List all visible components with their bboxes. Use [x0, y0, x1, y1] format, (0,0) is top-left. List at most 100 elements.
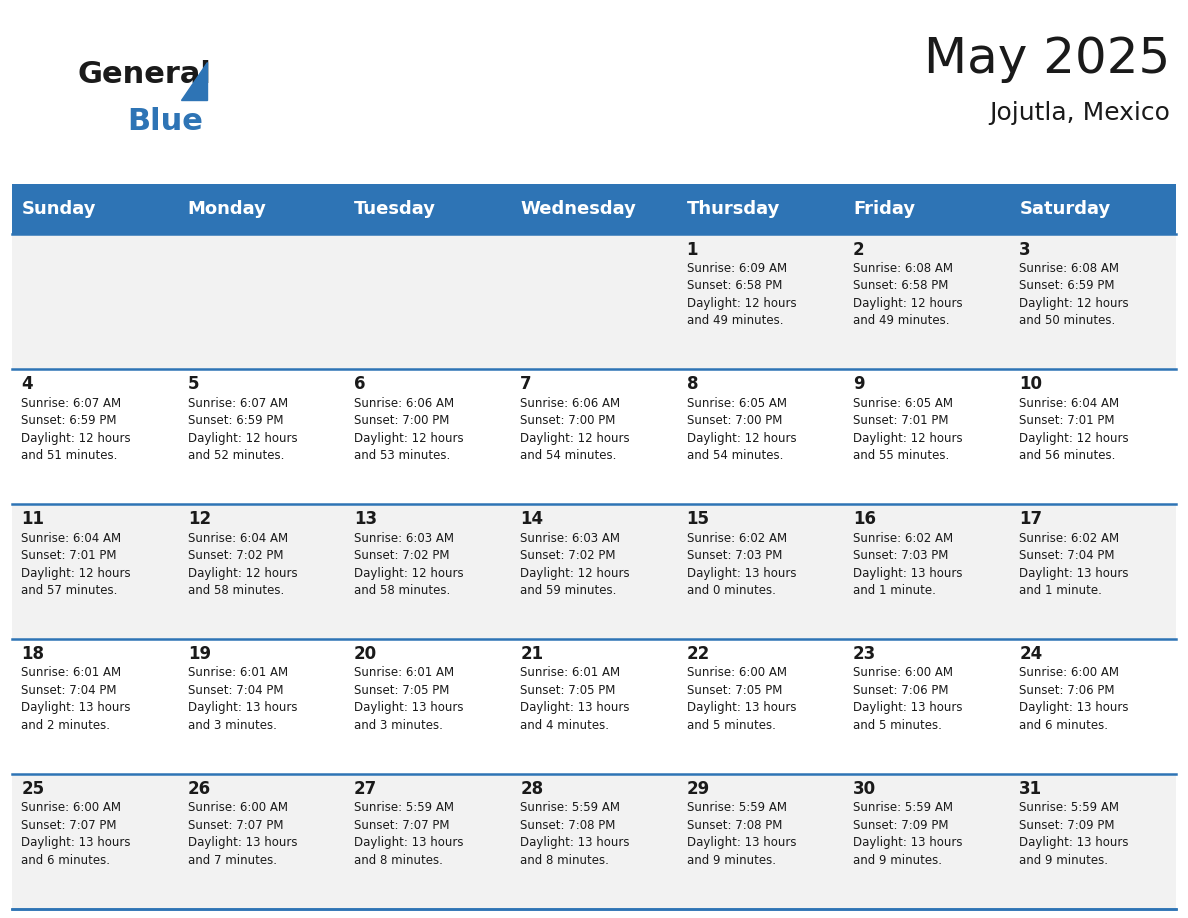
- Bar: [843, 639, 1010, 774]
- Bar: [677, 369, 843, 504]
- Bar: [843, 369, 1010, 504]
- Text: Sunrise: 6:05 AM
Sunset: 7:01 PM
Daylight: 12 hours
and 55 minutes.: Sunrise: 6:05 AM Sunset: 7:01 PM Dayligh…: [853, 397, 962, 462]
- Text: Sunrise: 6:02 AM
Sunset: 7:03 PM
Daylight: 13 hours
and 0 minutes.: Sunrise: 6:02 AM Sunset: 7:03 PM Dayligh…: [687, 532, 796, 597]
- Text: 22: 22: [687, 645, 710, 664]
- Text: 7: 7: [520, 375, 532, 394]
- Bar: [1010, 639, 1176, 774]
- Text: Sunrise: 6:06 AM
Sunset: 7:00 PM
Daylight: 12 hours
and 53 minutes.: Sunrise: 6:06 AM Sunset: 7:00 PM Dayligh…: [354, 397, 463, 462]
- Bar: [843, 774, 1010, 909]
- Text: 6: 6: [354, 375, 366, 394]
- Text: Sunday: Sunday: [21, 200, 96, 218]
- Text: Sunrise: 5:59 AM
Sunset: 7:08 PM
Daylight: 13 hours
and 9 minutes.: Sunrise: 5:59 AM Sunset: 7:08 PM Dayligh…: [687, 801, 796, 867]
- Text: 14: 14: [520, 510, 543, 529]
- Text: Sunrise: 6:08 AM
Sunset: 6:58 PM
Daylight: 12 hours
and 49 minutes.: Sunrise: 6:08 AM Sunset: 6:58 PM Dayligh…: [853, 262, 962, 327]
- Text: Sunrise: 6:00 AM
Sunset: 7:06 PM
Daylight: 13 hours
and 6 minutes.: Sunrise: 6:00 AM Sunset: 7:06 PM Dayligh…: [1019, 666, 1129, 732]
- Bar: [1010, 369, 1176, 504]
- Text: 5: 5: [188, 375, 200, 394]
- Text: Sunrise: 6:00 AM
Sunset: 7:07 PM
Daylight: 13 hours
and 6 minutes.: Sunrise: 6:00 AM Sunset: 7:07 PM Dayligh…: [21, 801, 131, 867]
- Bar: [1010, 234, 1176, 369]
- Text: 16: 16: [853, 510, 876, 529]
- Text: 13: 13: [354, 510, 377, 529]
- Text: Thursday: Thursday: [687, 200, 781, 218]
- Text: Sunrise: 5:59 AM
Sunset: 7:08 PM
Daylight: 13 hours
and 8 minutes.: Sunrise: 5:59 AM Sunset: 7:08 PM Dayligh…: [520, 801, 630, 867]
- Text: Saturday: Saturday: [1019, 200, 1111, 218]
- Bar: [511, 774, 677, 909]
- Bar: [1010, 184, 1176, 234]
- Bar: [12, 774, 178, 909]
- Bar: [843, 234, 1010, 369]
- Bar: [511, 639, 677, 774]
- Bar: [178, 639, 345, 774]
- Bar: [511, 369, 677, 504]
- Text: Tuesday: Tuesday: [354, 200, 436, 218]
- Bar: [12, 639, 178, 774]
- Text: 9: 9: [853, 375, 865, 394]
- Text: Sunrise: 6:04 AM
Sunset: 7:01 PM
Daylight: 12 hours
and 56 minutes.: Sunrise: 6:04 AM Sunset: 7:01 PM Dayligh…: [1019, 397, 1129, 462]
- Text: 21: 21: [520, 645, 543, 664]
- Text: Sunrise: 6:00 AM
Sunset: 7:05 PM
Daylight: 13 hours
and 5 minutes.: Sunrise: 6:00 AM Sunset: 7:05 PM Dayligh…: [687, 666, 796, 732]
- Bar: [511, 234, 677, 369]
- Text: 1: 1: [687, 241, 699, 259]
- Text: Sunrise: 5:59 AM
Sunset: 7:09 PM
Daylight: 13 hours
and 9 minutes.: Sunrise: 5:59 AM Sunset: 7:09 PM Dayligh…: [1019, 801, 1129, 867]
- Text: May 2025: May 2025: [924, 35, 1170, 83]
- Text: 11: 11: [21, 510, 44, 529]
- Bar: [345, 234, 511, 369]
- Text: 4: 4: [21, 375, 33, 394]
- Bar: [178, 504, 345, 639]
- Text: Sunrise: 6:03 AM
Sunset: 7:02 PM
Daylight: 12 hours
and 59 minutes.: Sunrise: 6:03 AM Sunset: 7:02 PM Dayligh…: [520, 532, 630, 597]
- Bar: [511, 184, 677, 234]
- Bar: [178, 184, 345, 234]
- Bar: [843, 504, 1010, 639]
- Text: 19: 19: [188, 645, 210, 664]
- Text: 3: 3: [1019, 241, 1031, 259]
- Bar: [1010, 774, 1176, 909]
- Bar: [12, 234, 178, 369]
- Text: 28: 28: [520, 780, 543, 799]
- Text: Sunrise: 6:04 AM
Sunset: 7:01 PM
Daylight: 12 hours
and 57 minutes.: Sunrise: 6:04 AM Sunset: 7:01 PM Dayligh…: [21, 532, 131, 597]
- Text: Sunrise: 6:05 AM
Sunset: 7:00 PM
Daylight: 12 hours
and 54 minutes.: Sunrise: 6:05 AM Sunset: 7:00 PM Dayligh…: [687, 397, 796, 462]
- Text: Sunrise: 6:04 AM
Sunset: 7:02 PM
Daylight: 12 hours
and 58 minutes.: Sunrise: 6:04 AM Sunset: 7:02 PM Dayligh…: [188, 532, 297, 597]
- Text: Sunrise: 6:01 AM
Sunset: 7:04 PM
Daylight: 13 hours
and 2 minutes.: Sunrise: 6:01 AM Sunset: 7:04 PM Dayligh…: [21, 666, 131, 732]
- Text: 18: 18: [21, 645, 44, 664]
- Text: 8: 8: [687, 375, 699, 394]
- Text: 29: 29: [687, 780, 710, 799]
- Bar: [345, 639, 511, 774]
- Bar: [12, 369, 178, 504]
- Text: Sunrise: 6:08 AM
Sunset: 6:59 PM
Daylight: 12 hours
and 50 minutes.: Sunrise: 6:08 AM Sunset: 6:59 PM Dayligh…: [1019, 262, 1129, 327]
- Text: Jojutla, Mexico: Jojutla, Mexico: [990, 101, 1170, 125]
- Bar: [178, 234, 345, 369]
- Bar: [1010, 504, 1176, 639]
- Text: 2: 2: [853, 241, 865, 259]
- Polygon shape: [181, 62, 207, 100]
- Text: 24: 24: [1019, 645, 1043, 664]
- Bar: [12, 184, 178, 234]
- Text: Sunrise: 6:07 AM
Sunset: 6:59 PM
Daylight: 12 hours
and 51 minutes.: Sunrise: 6:07 AM Sunset: 6:59 PM Dayligh…: [21, 397, 131, 462]
- Bar: [345, 369, 511, 504]
- Text: 17: 17: [1019, 510, 1042, 529]
- Text: Sunrise: 6:07 AM
Sunset: 6:59 PM
Daylight: 12 hours
and 52 minutes.: Sunrise: 6:07 AM Sunset: 6:59 PM Dayligh…: [188, 397, 297, 462]
- Text: 26: 26: [188, 780, 210, 799]
- Bar: [345, 504, 511, 639]
- Text: Sunrise: 6:01 AM
Sunset: 7:04 PM
Daylight: 13 hours
and 3 minutes.: Sunrise: 6:01 AM Sunset: 7:04 PM Dayligh…: [188, 666, 297, 732]
- Text: Sunrise: 6:00 AM
Sunset: 7:07 PM
Daylight: 13 hours
and 7 minutes.: Sunrise: 6:00 AM Sunset: 7:07 PM Dayligh…: [188, 801, 297, 867]
- Bar: [677, 774, 843, 909]
- Text: 23: 23: [853, 645, 877, 664]
- Text: Sunrise: 6:03 AM
Sunset: 7:02 PM
Daylight: 12 hours
and 58 minutes.: Sunrise: 6:03 AM Sunset: 7:02 PM Dayligh…: [354, 532, 463, 597]
- Text: Sunrise: 6:01 AM
Sunset: 7:05 PM
Daylight: 13 hours
and 4 minutes.: Sunrise: 6:01 AM Sunset: 7:05 PM Dayligh…: [520, 666, 630, 732]
- Text: Sunrise: 6:06 AM
Sunset: 7:00 PM
Daylight: 12 hours
and 54 minutes.: Sunrise: 6:06 AM Sunset: 7:00 PM Dayligh…: [520, 397, 630, 462]
- Text: 15: 15: [687, 510, 709, 529]
- Text: Sunrise: 6:01 AM
Sunset: 7:05 PM
Daylight: 13 hours
and 3 minutes.: Sunrise: 6:01 AM Sunset: 7:05 PM Dayligh…: [354, 666, 463, 732]
- Text: Blue: Blue: [127, 107, 203, 137]
- Text: Sunrise: 6:02 AM
Sunset: 7:03 PM
Daylight: 13 hours
and 1 minute.: Sunrise: 6:02 AM Sunset: 7:03 PM Dayligh…: [853, 532, 962, 597]
- Text: Friday: Friday: [853, 200, 915, 218]
- Text: Wednesday: Wednesday: [520, 200, 637, 218]
- Bar: [677, 504, 843, 639]
- Text: Sunrise: 6:02 AM
Sunset: 7:04 PM
Daylight: 13 hours
and 1 minute.: Sunrise: 6:02 AM Sunset: 7:04 PM Dayligh…: [1019, 532, 1129, 597]
- Bar: [511, 504, 677, 639]
- Bar: [843, 184, 1010, 234]
- Bar: [677, 184, 843, 234]
- Bar: [178, 774, 345, 909]
- Bar: [677, 234, 843, 369]
- Text: Sunrise: 6:09 AM
Sunset: 6:58 PM
Daylight: 12 hours
and 49 minutes.: Sunrise: 6:09 AM Sunset: 6:58 PM Dayligh…: [687, 262, 796, 327]
- Text: Sunrise: 5:59 AM
Sunset: 7:07 PM
Daylight: 13 hours
and 8 minutes.: Sunrise: 5:59 AM Sunset: 7:07 PM Dayligh…: [354, 801, 463, 867]
